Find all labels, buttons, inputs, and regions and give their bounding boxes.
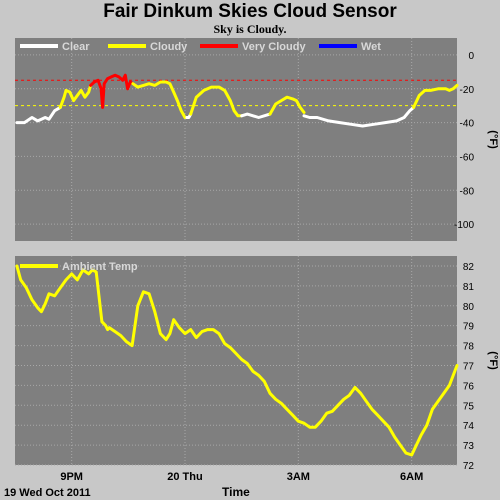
series-cloudy-line bbox=[268, 95, 306, 116]
y-tick-label: 74 bbox=[463, 421, 475, 432]
y-tick-label: 82 bbox=[463, 262, 475, 273]
y-tick-label: -60 bbox=[460, 152, 475, 163]
y-tick-label: 79 bbox=[463, 322, 475, 333]
y-tick-label: 80 bbox=[463, 302, 475, 313]
y-tick-label: -80 bbox=[460, 186, 475, 197]
x-axis-label: Time bbox=[222, 485, 250, 499]
x-tick-label: 6AM bbox=[400, 471, 423, 483]
legend-label: Cloudy bbox=[150, 41, 188, 53]
y-axis-label: (°F) bbox=[487, 351, 499, 370]
y-tick-label: 81 bbox=[463, 282, 475, 293]
date-label: 19 Wed Oct 2011 bbox=[4, 487, 91, 499]
x-tick-label: 9PM bbox=[60, 471, 83, 483]
y-tick-label: 77 bbox=[463, 361, 475, 372]
series-clear-line bbox=[240, 112, 272, 119]
y-tick-label: 76 bbox=[463, 381, 475, 392]
y-tick-label: 0 bbox=[468, 51, 474, 62]
page-subtitle: Sky is Cloudy. bbox=[213, 22, 287, 36]
legend-label: Ambient Temp bbox=[62, 261, 138, 273]
series-clear-line bbox=[302, 105, 416, 128]
ambient-temp-panel: 9PM 20 Thu 3AM 6AM 72 73 74 75 76 77 78 79 80 81 82 (°F… bbox=[15, 256, 499, 483]
y-tick-label: -100 bbox=[454, 220, 474, 231]
x-tick-label: 20 Thu bbox=[167, 471, 202, 483]
y-axis-label: (°F) bbox=[487, 130, 499, 149]
y-tick-label: 73 bbox=[463, 441, 475, 452]
y-tick-label: -40 bbox=[460, 119, 475, 130]
x-tick-label: 3AM bbox=[287, 471, 310, 483]
sky-temp-panel: 0 -20 -40 -60 -80 -100 (°F) Clear Cloudy Very Clo… bbox=[15, 38, 499, 241]
series-ambient-temp-line bbox=[15, 264, 459, 457]
legend-label: Very Cloudy bbox=[242, 41, 306, 53]
y-tick-label: 78 bbox=[463, 342, 475, 353]
plot-area bbox=[15, 256, 457, 465]
y-tick-label: 75 bbox=[463, 401, 475, 412]
y-tick-label: 72 bbox=[463, 461, 475, 472]
series-very-cloudy-line bbox=[89, 73, 135, 109]
page-title: Fair Dinkum Skies Cloud Sensor bbox=[103, 1, 397, 22]
legend-label: Clear bbox=[62, 41, 90, 53]
legend-label: Wet bbox=[361, 41, 381, 53]
plot-area bbox=[15, 38, 457, 241]
y-tick-label: -20 bbox=[460, 85, 475, 96]
series-cloudy-line bbox=[189, 85, 244, 118]
series-cloudy-line bbox=[412, 83, 459, 109]
series-cloudy-line bbox=[131, 80, 189, 119]
series-cloudy-line bbox=[58, 83, 93, 109]
series-clear-line bbox=[15, 105, 62, 125]
